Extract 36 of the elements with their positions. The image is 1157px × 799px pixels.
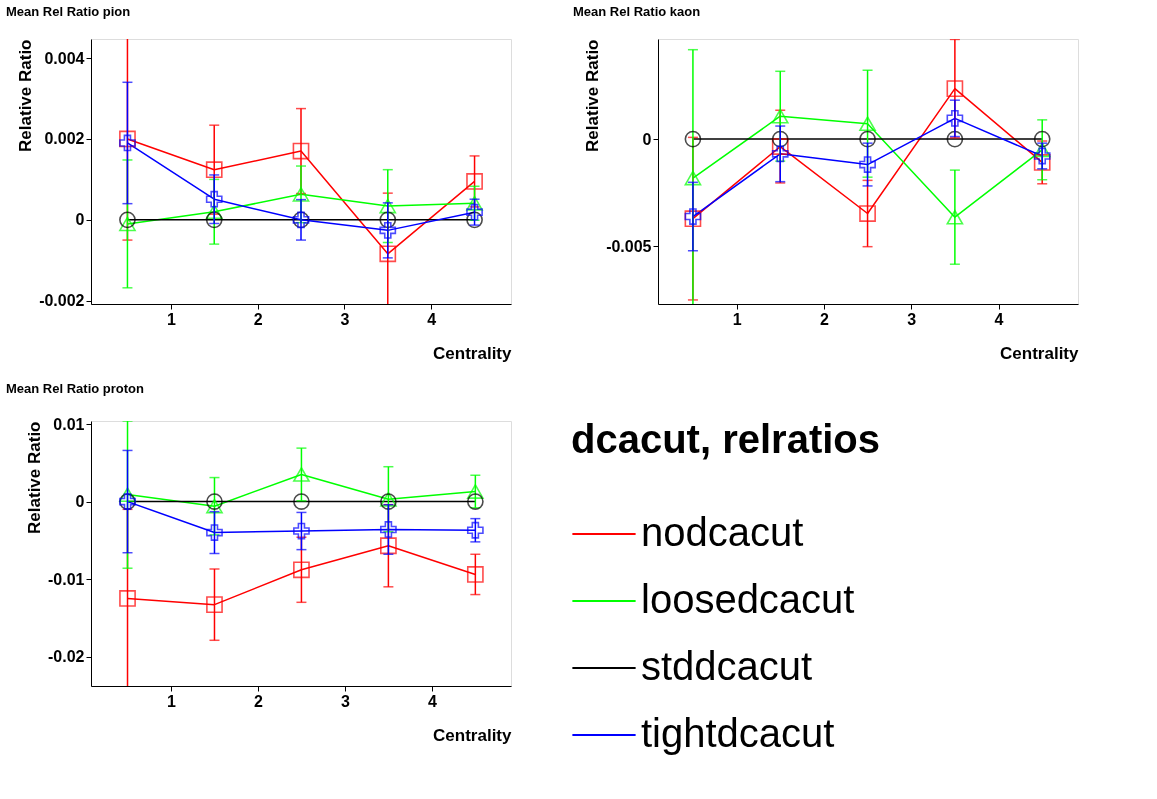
chart-title: Mean Rel Ratio kaon [573, 4, 701, 19]
y-tick-label: -0.01 [48, 570, 85, 588]
y-axis-title: Relative Ratio [16, 39, 36, 152]
legend-label: loosedcacut [641, 577, 855, 621]
x-tick-label: 2 [254, 692, 263, 710]
chart-title: Mean Rel Ratio proton [6, 381, 145, 397]
y-axis-title: Relative Ratio [583, 39, 603, 152]
legend-title: dcacut, relratios [571, 417, 881, 461]
x-tick-label: 2 [253, 310, 263, 328]
x-tick-label: 1 [732, 310, 742, 328]
y-tick-label: 0.01 [53, 415, 85, 433]
x-tick-label: 2 [819, 310, 829, 328]
chart-title: Mean Rel Ratio pion [6, 4, 131, 19]
x-tick-label: 4 [427, 310, 437, 328]
legend-label: nodcacut [641, 510, 804, 554]
x-tick-label: 3 [340, 310, 350, 328]
y-tick-label: 0.002 [44, 130, 85, 148]
legend-label: stddcacut [641, 644, 813, 688]
x-tick-label: 1 [166, 310, 176, 328]
x-tick-label: 3 [340, 692, 350, 710]
y-tick-label: 0 [75, 211, 85, 229]
y-tick-label: 0.004 [44, 49, 85, 67]
x-axis-title: Centrality [433, 343, 513, 363]
legend-label: tightdcacut [641, 711, 835, 755]
y-tick-label: -0.002 [39, 292, 85, 310]
x-tick-label: 4 [994, 310, 1004, 328]
y-tick-label: -0.02 [48, 648, 85, 666]
y-tick-label: 0 [75, 493, 85, 511]
x-tick-label: 1 [167, 692, 177, 710]
y-tick-label: -0.005 [606, 237, 652, 255]
x-axis-title: Centrality [1000, 343, 1080, 363]
x-tick-label: 4 [427, 692, 437, 710]
y-axis-title: Relative Ratio [25, 421, 45, 534]
x-axis-title: Centrality [433, 725, 513, 745]
y-tick-label: 0 [642, 130, 652, 148]
x-tick-label: 3 [907, 310, 917, 328]
